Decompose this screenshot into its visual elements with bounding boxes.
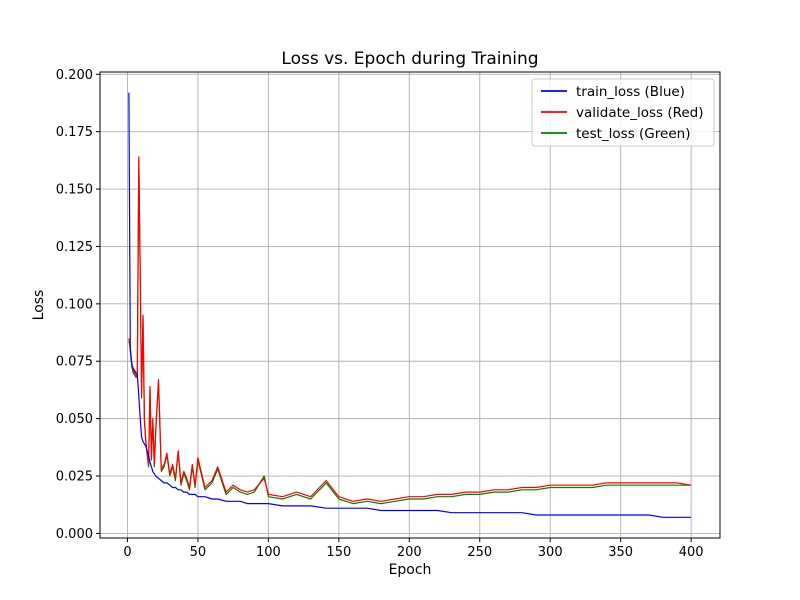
x-tick-label: 350 (608, 545, 633, 560)
x-tick-label: 250 (467, 545, 492, 560)
series-line-train-loss (128, 92, 692, 518)
y-tick-label: 0.150 (56, 183, 93, 198)
legend: train_loss (Blue) validate_loss (Red) te… (531, 78, 715, 147)
y-tick-label: 0.075 (56, 355, 93, 370)
y-tick-label: 0.100 (56, 297, 93, 312)
x-tick-label: 50 (190, 545, 207, 560)
x-axis-ticks: 0 50 100 150 200 250 300 350 400 (123, 538, 704, 560)
grid (100, 72, 720, 538)
x-tick-label: 100 (256, 545, 281, 560)
y-tick-label: 0.125 (56, 240, 93, 255)
legend-label-train-loss: train_loss (Blue) (576, 84, 685, 100)
x-tick-label: 0 (123, 545, 131, 560)
x-tick-label: 300 (538, 545, 563, 560)
chart-title: Loss vs. Epoch during Training (281, 49, 538, 69)
x-axis-label: Epoch (389, 562, 432, 578)
y-tick-label: 0.025 (56, 470, 93, 485)
y-tick-label: 0.175 (56, 125, 93, 140)
y-axis-ticks: 0.000 0.025 0.050 0.075 0.100 0.125 0.150 0.175… (56, 68, 100, 542)
y-axis-label: Loss (31, 290, 47, 321)
y-tick-label: 0.000 (56, 527, 93, 542)
y-tick-label: 0.200 (56, 68, 93, 83)
legend-label-test-loss: test_loss (Green) (576, 126, 690, 142)
legend-box (531, 78, 715, 147)
y-tick-label: 0.050 (56, 412, 93, 427)
x-tick-label: 150 (326, 545, 351, 560)
axes-frame (99, 71, 721, 539)
legend-label-validate-loss: validate_loss (Red) (576, 105, 704, 121)
x-tick-label: 400 (679, 545, 704, 560)
series-line-validate-loss (128, 156, 692, 502)
series-lines (128, 92, 692, 518)
x-tick-label: 200 (397, 545, 422, 560)
